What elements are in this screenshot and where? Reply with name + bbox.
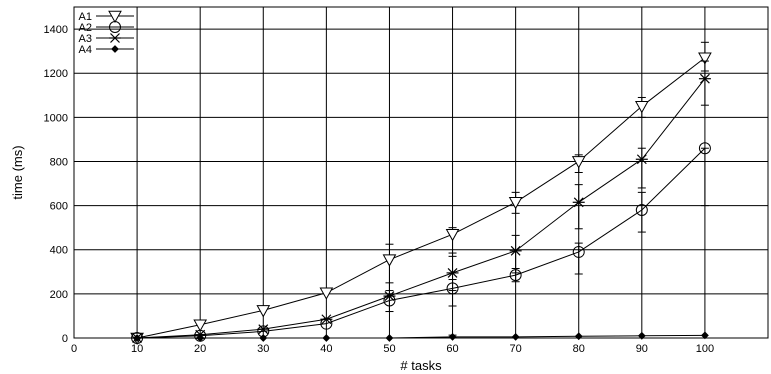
legend-item-A2: A2 bbox=[79, 21, 134, 34]
data-point bbox=[511, 332, 520, 341]
error-bar bbox=[574, 184, 583, 230]
series-line bbox=[137, 78, 706, 339]
data-point bbox=[320, 317, 333, 330]
data-point bbox=[382, 254, 397, 267]
x-tick-label: 60 bbox=[446, 343, 458, 355]
x-tick-label: 80 bbox=[573, 343, 585, 355]
legend-marker bbox=[111, 45, 119, 53]
y-tick-label: 1400 bbox=[44, 24, 68, 36]
data-point bbox=[509, 245, 522, 256]
data-point bbox=[635, 154, 648, 165]
data-point bbox=[574, 332, 583, 341]
error-bar bbox=[574, 242, 583, 275]
data-point bbox=[385, 334, 394, 342]
x-tick-label: 90 bbox=[636, 343, 648, 355]
legend-label: A2 bbox=[79, 22, 92, 34]
legend-item-A3: A3 bbox=[79, 33, 134, 45]
data-point bbox=[698, 142, 711, 155]
y-tick-label: 400 bbox=[50, 245, 68, 257]
data-point bbox=[637, 331, 646, 340]
data-point bbox=[446, 267, 459, 278]
legend-item-A4: A4 bbox=[79, 44, 134, 56]
error-bar bbox=[637, 147, 646, 189]
x-tick-label: 40 bbox=[320, 343, 332, 355]
data-point bbox=[445, 228, 460, 242]
series-line bbox=[136, 57, 706, 339]
data-point bbox=[572, 197, 585, 208]
y-tick-label: 600 bbox=[50, 201, 68, 213]
legend-marker bbox=[109, 33, 121, 43]
grid-lines bbox=[74, 7, 768, 338]
x-tick-label: 0 bbox=[71, 343, 77, 355]
error-bar bbox=[385, 282, 394, 313]
x-axis-label: # tasks bbox=[400, 358, 442, 373]
plot-frame bbox=[73, 6, 769, 339]
y-tick-label: 200 bbox=[50, 289, 68, 301]
y-tick-label: 1000 bbox=[44, 112, 68, 124]
x-tick-label: 100 bbox=[696, 343, 714, 355]
series-line bbox=[137, 147, 706, 339]
data-point bbox=[635, 204, 648, 217]
data-point bbox=[571, 156, 586, 169]
data-point bbox=[257, 324, 270, 335]
data-point bbox=[256, 305, 271, 318]
data-point bbox=[634, 101, 649, 114]
x-tick-label: 70 bbox=[510, 343, 522, 355]
data-point bbox=[193, 319, 208, 332]
series-line bbox=[137, 334, 705, 339]
error-bar bbox=[700, 147, 709, 207]
series-A2 bbox=[131, 142, 711, 344]
error-bar bbox=[511, 234, 520, 274]
legend-label: A3 bbox=[79, 33, 92, 45]
legend-item-A1: A1 bbox=[79, 10, 134, 24]
axis-ticks: 0 10 20 30 40 50 60 70 80 90 100020040060080010001… bbox=[44, 24, 715, 355]
legend-label: A1 bbox=[79, 11, 92, 23]
data-point bbox=[701, 331, 709, 340]
data-point bbox=[698, 73, 711, 84]
y-tick-label: 800 bbox=[50, 156, 68, 168]
data-point bbox=[448, 332, 457, 341]
series-A1 bbox=[130, 41, 712, 346]
legend-label: A4 bbox=[79, 44, 92, 56]
series-group bbox=[130, 41, 712, 346]
x-tick-label: 10 bbox=[131, 343, 143, 355]
y-axis-label: time (ms) bbox=[10, 145, 25, 199]
data-point bbox=[196, 334, 205, 342]
legend-marker bbox=[108, 10, 122, 24]
error-bar bbox=[700, 60, 709, 106]
data-point bbox=[133, 334, 141, 342]
y-tick-label: 1200 bbox=[44, 68, 68, 80]
series-A4 bbox=[133, 331, 709, 342]
y-tick-label: 0 bbox=[62, 333, 68, 345]
data-point bbox=[322, 334, 331, 342]
data-point bbox=[319, 287, 334, 300]
data-point bbox=[508, 196, 523, 210]
legend-marker bbox=[109, 21, 121, 33]
data-point bbox=[383, 291, 396, 301]
data-point bbox=[698, 52, 712, 65]
data-point bbox=[320, 314, 333, 325]
error-bar bbox=[448, 252, 457, 292]
data-point bbox=[259, 334, 268, 342]
x-tick-label: 20 bbox=[194, 343, 206, 355]
x-tick-label: 30 bbox=[257, 343, 269, 355]
error-bar bbox=[637, 191, 646, 233]
data-point bbox=[572, 245, 585, 258]
x-tick-label: 50 bbox=[383, 343, 395, 355]
series-A3 bbox=[131, 60, 711, 343]
